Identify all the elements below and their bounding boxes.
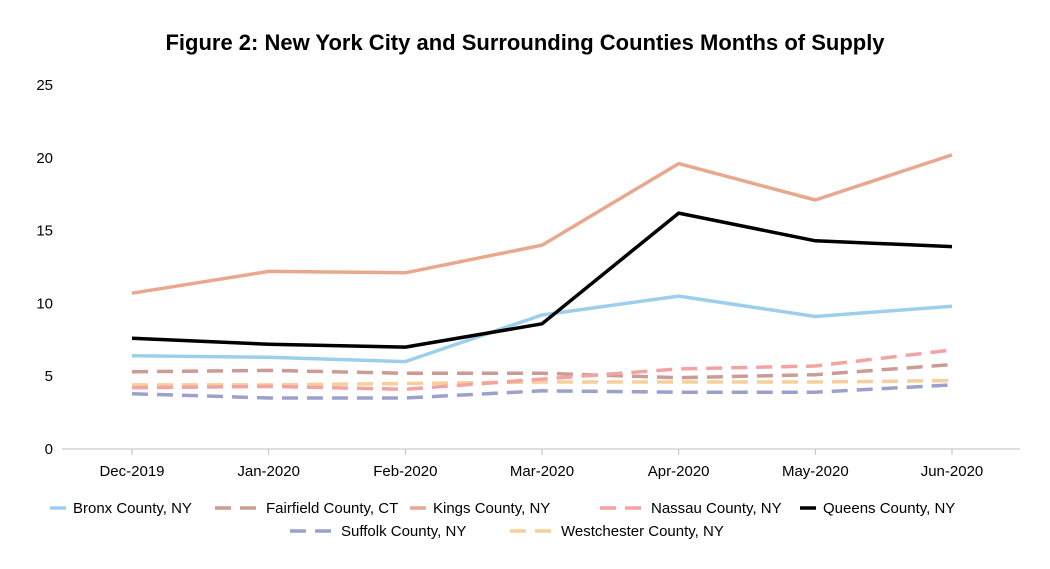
legend-label: Kings County, NY <box>433 500 550 517</box>
x-tick-label: Dec-2019 <box>99 463 164 480</box>
y-tick-label: 25 <box>36 77 53 94</box>
series-layer <box>131 153 953 400</box>
legend-item-suffolk-county-ny: Suffolk County, NY <box>290 523 466 540</box>
legend-label: Westchester County, NY <box>561 523 724 540</box>
legend: Bronx County, NY Fairfield County, CT King… <box>50 500 955 540</box>
series-line-queens-county-ny <box>131 211 953 349</box>
legend-item-bronx-county-ny: Bronx County, NY <box>50 500 192 517</box>
series-line-fairfield-county-ct <box>131 362 953 380</box>
x-axis-ticks: Dec-2019 Jan-2020 Feb-2020 Mar-2020 Apr-2020… <box>99 449 983 480</box>
legend-item-fairfield-county-ct: Fairfield County, CT <box>215 500 398 517</box>
legend-label: Fairfield County, CT <box>266 500 398 517</box>
series-line-kings-county-ny <box>131 153 953 295</box>
legend-label: Bronx County, NY <box>73 500 192 517</box>
series-line-nassau-county-ny <box>131 348 953 392</box>
legend-label: Suffolk County, NY <box>341 523 466 540</box>
series-line-westchester-county-ny <box>132 378 953 387</box>
y-tick-label: 5 <box>45 368 53 385</box>
series-line-suffolk-county-ny <box>131 383 953 400</box>
x-tick-label: Feb-2020 <box>373 463 437 480</box>
legend-label: Queens County, NY <box>823 500 955 517</box>
x-tick-label: Jun-2020 <box>921 463 984 480</box>
y-tick-label: 0 <box>45 441 53 458</box>
y-axis-ticks: 0 5 10 15 20 25 <box>36 77 53 458</box>
x-tick-label: Apr-2020 <box>648 463 710 480</box>
series-line-bronx-county-ny <box>131 294 953 364</box>
x-tick-label: May-2020 <box>782 463 849 480</box>
chart-title: Figure 2: New York City and Surrounding … <box>165 30 885 55</box>
legend-item-kings-county-ny: Kings County, NY <box>410 500 550 517</box>
legend-label: Nassau County, NY <box>651 500 782 517</box>
legend-item-westchester-county-ny: Westchester County, NY <box>510 523 724 540</box>
y-tick-label: 10 <box>36 295 53 312</box>
legend-item-nassau-county-ny: Nassau County, NY <box>600 500 782 517</box>
x-tick-label: Mar-2020 <box>510 463 574 480</box>
y-tick-label: 15 <box>36 223 53 240</box>
legend-item-queens-county-ny: Queens County, NY <box>800 500 955 517</box>
x-tick-label: Jan-2020 <box>237 463 300 480</box>
y-tick-label: 20 <box>36 150 53 167</box>
